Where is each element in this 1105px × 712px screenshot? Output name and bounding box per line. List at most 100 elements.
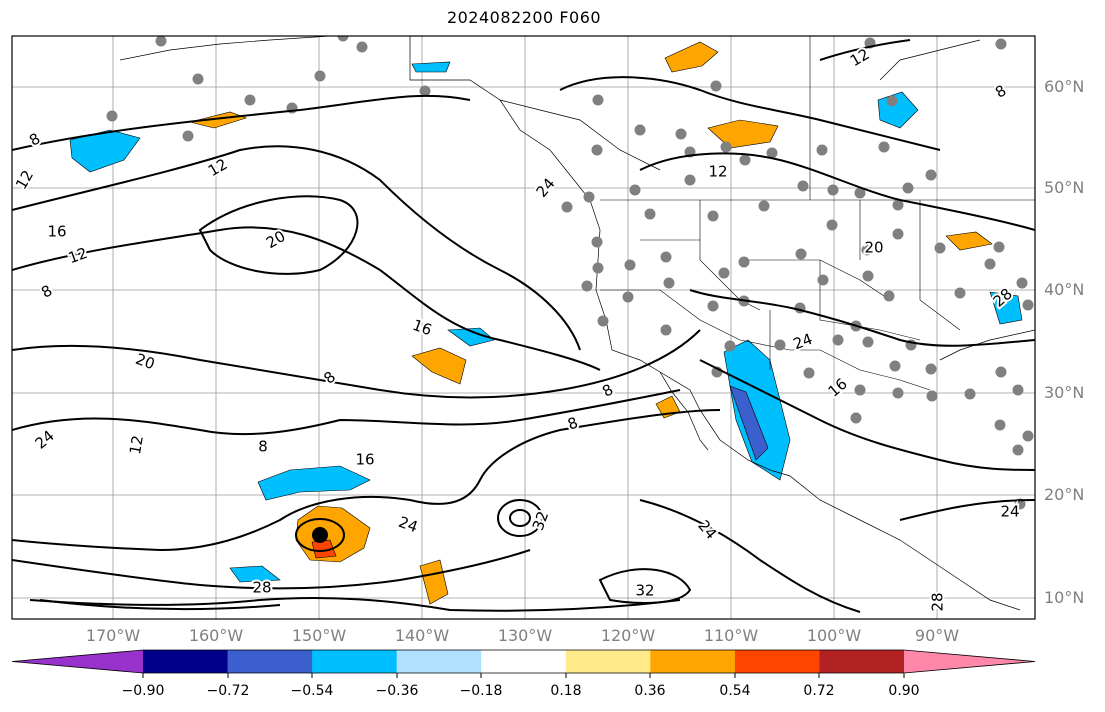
positive-area — [945, 231, 993, 251]
station-dot — [591, 144, 603, 156]
station-dot — [984, 258, 996, 270]
latitude-label: 40°N — [1044, 280, 1085, 299]
station-dot — [766, 147, 778, 159]
colorbar-segment — [650, 650, 736, 673]
colorbar-segment — [819, 650, 905, 673]
colorbar-extend-low — [12, 650, 143, 673]
colorbar-tick-label: −0.54 — [290, 683, 334, 699]
station-dot — [886, 95, 898, 107]
station-dot — [1022, 299, 1034, 311]
latitude-label: 10°N — [1044, 588, 1085, 607]
station-dot — [995, 38, 1007, 50]
colorbar-segment — [143, 650, 229, 673]
station-dot — [862, 270, 874, 282]
station-dot — [707, 300, 719, 312]
station-dot — [684, 174, 696, 186]
colorbar-segment — [227, 650, 313, 673]
station-dot — [337, 36, 349, 42]
latitude-label: 20°N — [1044, 485, 1085, 504]
station-dot — [774, 339, 786, 351]
station-dot — [816, 144, 828, 156]
contour-label: 20 — [864, 239, 883, 257]
colorbar-extend-high — [904, 650, 1035, 673]
longitude-label: 130°W — [497, 626, 553, 645]
station-dot — [902, 182, 914, 194]
station-dot — [827, 184, 839, 196]
negative-area — [989, 291, 1023, 325]
longitude-label: 140°W — [394, 626, 450, 645]
station-dot — [624, 259, 636, 271]
station-dot — [660, 324, 672, 336]
longitude-label: 160°W — [188, 626, 244, 645]
station-dot — [739, 154, 751, 166]
negative-area — [447, 327, 495, 347]
station-dot — [892, 199, 904, 211]
station-dot — [192, 73, 204, 85]
longitude-label: 110°W — [703, 626, 759, 645]
station-dot — [644, 208, 656, 220]
station-dot — [591, 236, 603, 248]
station-dot — [660, 251, 672, 263]
colorbar-segment — [396, 650, 482, 673]
station-dot — [995, 366, 1007, 378]
colorbar-tick-label: 0.36 — [634, 683, 666, 699]
storm-center-marker — [312, 527, 328, 543]
station-dot — [883, 290, 895, 302]
latitude-label: 60°N — [1044, 77, 1085, 96]
station-dot — [597, 315, 609, 327]
positive-area — [419, 559, 449, 605]
station-dot — [1012, 384, 1024, 396]
contour-label: 28 — [252, 579, 271, 597]
colorbar-segment — [734, 650, 820, 673]
contour-label: 8 — [258, 438, 268, 456]
station-dot — [182, 130, 194, 142]
station-dot — [964, 388, 976, 400]
map-background — [12, 36, 1035, 619]
latitude-label: 30°N — [1044, 383, 1085, 402]
station-dot — [892, 228, 904, 240]
station-dot — [244, 94, 256, 106]
station-dot — [663, 277, 675, 289]
negative-area — [229, 565, 281, 583]
station-dot — [994, 419, 1006, 431]
station-dot — [854, 384, 866, 396]
colorbar-segment — [312, 650, 398, 673]
colorbar-tick-label: 0.72 — [803, 683, 835, 699]
station-dot — [581, 280, 593, 292]
station-dot — [797, 180, 809, 192]
station-dot — [954, 287, 966, 299]
station-dot — [758, 200, 770, 212]
station-dot — [826, 219, 838, 231]
station-dot — [862, 336, 874, 348]
station-dot — [419, 85, 431, 97]
negative-area — [69, 129, 141, 173]
contour-label: 16 — [355, 451, 374, 469]
station-dot — [561, 201, 573, 213]
colorbar-tick-label: −0.36 — [375, 683, 419, 699]
station-dot — [1016, 277, 1028, 289]
negative-area — [411, 61, 451, 73]
station-dot — [934, 242, 946, 254]
positive-area — [411, 347, 467, 385]
contour-lines — [12, 39, 1035, 613]
colorbar-tick-label: −0.90 — [121, 683, 165, 699]
station-dot — [724, 340, 736, 352]
station-dot — [356, 41, 368, 53]
station-dot — [1022, 430, 1034, 442]
station-dot — [629, 184, 641, 196]
station-dot — [925, 363, 937, 375]
station-dot — [592, 94, 604, 106]
longitude-label: 120°W — [600, 626, 656, 645]
shaded-fields — [69, 41, 1023, 605]
station-dot — [710, 80, 722, 92]
station-dot — [1012, 444, 1024, 456]
contour-label: 16 — [47, 223, 66, 241]
station-dot — [155, 36, 167, 47]
station-dot — [314, 70, 326, 82]
station-dot — [926, 390, 938, 402]
contour-label: 28 — [929, 592, 947, 611]
station-dot — [675, 128, 687, 140]
station-dot — [106, 110, 118, 122]
map-frame — [11, 35, 1036, 620]
